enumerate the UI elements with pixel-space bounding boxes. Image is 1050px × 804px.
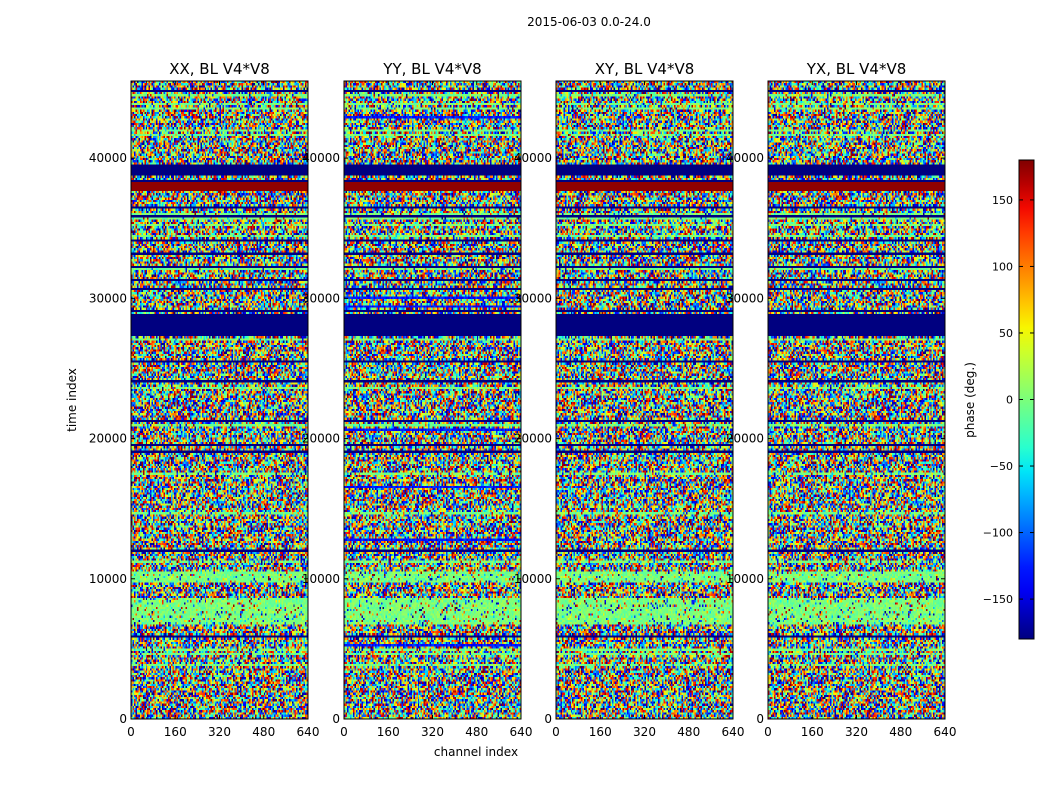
panel-title: XY, BL V4*V8: [595, 60, 695, 78]
x-tick-label: 640: [510, 725, 533, 739]
y-tick-label: 10000: [302, 572, 340, 586]
x-tick-label: 160: [164, 725, 187, 739]
y-tick-label: 40000: [302, 151, 340, 165]
y-tick-label: 0: [756, 712, 764, 726]
colorbar-tick-label: 100: [992, 260, 1013, 273]
x-tick-label: 640: [297, 725, 320, 739]
y-tick-label: 0: [119, 712, 127, 726]
heatmap-raster-yx: [768, 81, 945, 719]
y-tick-label: 30000: [302, 291, 340, 305]
x-tick-label: 0: [764, 725, 772, 739]
y-tick-label: 20000: [302, 432, 340, 446]
colorbar-tick-label: −50: [990, 460, 1013, 473]
figure-suptitle: 2015-06-03 0.0-24.0: [527, 15, 651, 29]
x-tick-label: 0: [340, 725, 348, 739]
y-tick-label: 40000: [89, 151, 127, 165]
y-tick-label: 40000: [514, 151, 552, 165]
x-tick-label: 480: [465, 725, 488, 739]
y-tick-label: 10000: [514, 572, 552, 586]
y-tick-label: 0: [544, 712, 552, 726]
x-tick-label: 480: [252, 725, 275, 739]
heatmap-raster-yy: [344, 81, 521, 719]
colorbar-tick-label: 0: [1006, 394, 1013, 407]
panel-title: YY, BL V4*V8: [382, 60, 481, 78]
y-tick-label: 30000: [514, 291, 552, 305]
y-tick-label: 10000: [726, 572, 764, 586]
x-tick-label: 320: [208, 725, 231, 739]
x-tick-label: 320: [633, 725, 656, 739]
heatmap-raster-xy: [556, 81, 733, 719]
colorbar-tick-label: −100: [983, 527, 1013, 540]
x-tick-label: 640: [934, 725, 957, 739]
y-tick-label: 10000: [89, 572, 127, 586]
x-tick-label: 640: [722, 725, 745, 739]
x-tick-label: 160: [589, 725, 612, 739]
y-tick-label: 20000: [89, 432, 127, 446]
heatmap-panel-yx: YX, BL V4*V8 0 160 320 480 640 0 10000 20000 3000…: [726, 60, 957, 739]
x-tick-label: 0: [127, 725, 135, 739]
y-axis-label: time index: [65, 368, 79, 432]
x-tick-label: 320: [845, 725, 868, 739]
panel-title: XX, BL V4*V8: [169, 60, 270, 78]
y-tick-label: 20000: [726, 432, 764, 446]
heatmap-raster-xx: [131, 81, 308, 719]
y-tick-label: 0: [332, 712, 340, 726]
y-tick-label: 30000: [726, 291, 764, 305]
x-tick-label: 160: [377, 725, 400, 739]
y-tick-label: 20000: [514, 432, 552, 446]
x-axis-label: channel index: [434, 745, 518, 759]
heatmap-panel-xx: XX, BL V4*V8 0 160 320 480 640 0 10000 20000 3000…: [89, 60, 320, 739]
x-tick-label: 480: [889, 725, 912, 739]
x-tick-label: 480: [677, 725, 700, 739]
heatmap-panel-xy: XY, BL V4*V8 0 160 320 480 640 0 10000 20000 3000…: [514, 60, 745, 739]
x-tick-label: 160: [801, 725, 824, 739]
panel-title: YX, BL V4*V8: [806, 60, 907, 78]
x-tick-label: 320: [421, 725, 444, 739]
colorbar-gradient: [1019, 160, 1034, 639]
y-tick-label: 40000: [726, 151, 764, 165]
colorbar-tick-label: 50: [999, 327, 1013, 340]
heatmap-panel-yy: YY, BL V4*V8 0 160 320 480 640 0 10000 20000 3000…: [302, 60, 533, 739]
colorbar-tick-label: −150: [983, 593, 1013, 606]
heatmap-panels: XX, BL V4*V8 0 160 320 480 640 0 10000 20000 3000…: [89, 60, 957, 739]
colorbar: −150 −100 −50 0 50 100 150: [983, 159, 1035, 640]
x-tick-label: 0: [552, 725, 560, 739]
colorbar-tick-label: 150: [992, 194, 1013, 207]
y-tick-label: 30000: [89, 291, 127, 305]
colorbar-label: phase (deg.): [963, 362, 977, 438]
